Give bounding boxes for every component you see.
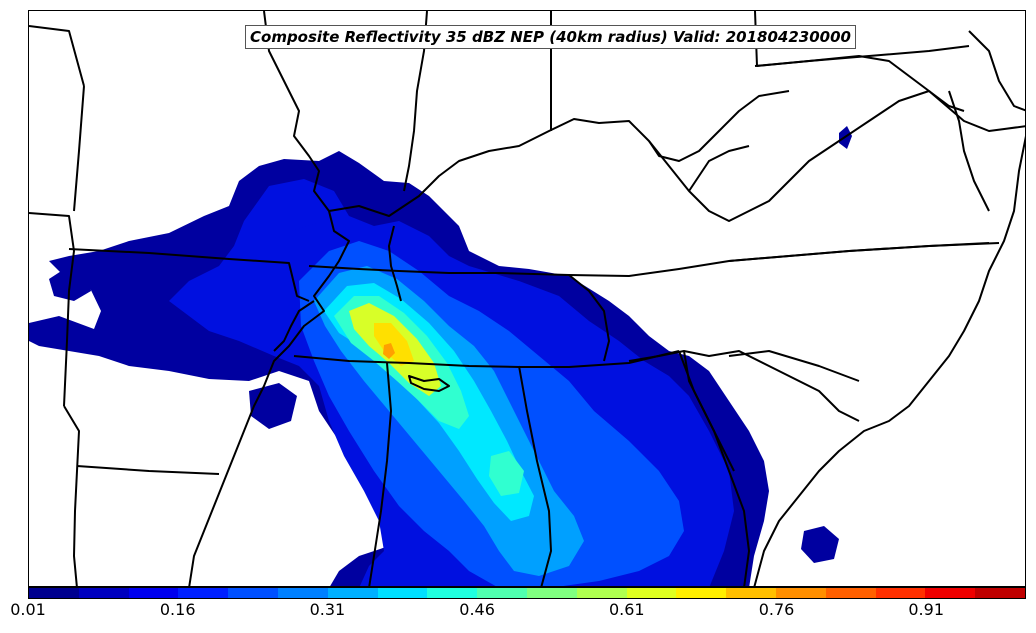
field-level-1-blob-arkansas xyxy=(249,383,297,429)
colorbar-tick-label: 0.46 xyxy=(459,600,495,619)
field-level-2-lobe-north xyxy=(274,191,319,231)
field-level-8 xyxy=(374,323,414,366)
kansas-missouri-border xyxy=(29,212,75,407)
colorbar-tick-label: 0.31 xyxy=(309,600,346,619)
mississippi-river xyxy=(188,11,350,586)
colorbar-segment xyxy=(277,588,328,598)
colorbar-tick-label: 0.76 xyxy=(758,600,795,619)
colorbar-segment xyxy=(925,588,976,598)
sc-nc-border xyxy=(728,350,860,382)
georgia-carolina-border xyxy=(628,350,860,422)
colorbar-segment xyxy=(975,588,1025,598)
colorbar-tick-label: 0.91 xyxy=(908,600,944,619)
nc-va-border xyxy=(728,242,990,262)
chesapeake-bay xyxy=(948,90,990,212)
colorbar-segment xyxy=(676,588,727,598)
alabama-georgia-border xyxy=(518,365,552,586)
colorbar-segment xyxy=(477,588,527,598)
colorbar-segment xyxy=(427,588,478,598)
colorbar-segment xyxy=(327,588,378,598)
colorbar-segment xyxy=(128,588,179,598)
colorbar-segment xyxy=(825,588,876,598)
oklahoma-arkansas-border xyxy=(63,405,80,586)
probability-map xyxy=(29,11,1025,586)
maryland-border xyxy=(928,90,965,112)
iowa-missouri-border xyxy=(29,25,85,87)
colorbar-segment xyxy=(576,588,627,598)
ohio-river xyxy=(328,90,790,217)
west-virginia-border xyxy=(688,145,750,192)
pennsylvania-border xyxy=(754,45,970,67)
colorbar-ticks: 0.01 0.16 0.31 0.46 0.61 0.76 0.91 xyxy=(0,600,1036,630)
colorbar-segment xyxy=(875,588,926,598)
colorbar-segment xyxy=(526,588,577,598)
colorbar-tick-label: 0.01 xyxy=(10,600,46,619)
colorbar-tick-label: 0.61 xyxy=(608,600,645,619)
delmarva-coast xyxy=(968,30,1025,112)
alabama-lake xyxy=(408,375,450,392)
field-level-1-blob-coast xyxy=(801,526,839,563)
colorbar-segment xyxy=(78,588,129,598)
missouri-border-north xyxy=(73,85,85,212)
probability-field xyxy=(29,126,852,586)
mississippi-alabama-border xyxy=(368,362,392,586)
tennessee-river xyxy=(388,225,402,302)
kentucky-tennessee-mid xyxy=(568,274,610,362)
atlantic-coast xyxy=(753,135,1025,586)
field-level-9 xyxy=(383,343,395,359)
georgia-sc-border-inner xyxy=(683,350,735,472)
colorbar-segment xyxy=(29,588,79,598)
arkansas-louisiana-border xyxy=(76,465,220,475)
colorbar-segment xyxy=(377,588,428,598)
colorbar-segment xyxy=(178,588,229,598)
map-frame: Composite Reflectivity 35 dBZ NEP (40km … xyxy=(28,10,1026,587)
missouri-arkansas-border xyxy=(68,248,310,302)
tennessee-south-border xyxy=(293,350,680,368)
colorbar-segment xyxy=(228,588,278,598)
colorbar-segment xyxy=(775,588,826,598)
field-level-6-south xyxy=(489,451,524,496)
map-title: Composite Reflectivity 35 dBZ NEP (40km … xyxy=(245,25,856,49)
colorbar xyxy=(28,587,1026,599)
arkansas-river-channel xyxy=(273,300,315,352)
colorbar-segment xyxy=(726,588,776,598)
boundaries xyxy=(29,11,1025,586)
colorbar-segment xyxy=(626,588,677,598)
colorbar-tick-label: 0.16 xyxy=(159,600,196,619)
